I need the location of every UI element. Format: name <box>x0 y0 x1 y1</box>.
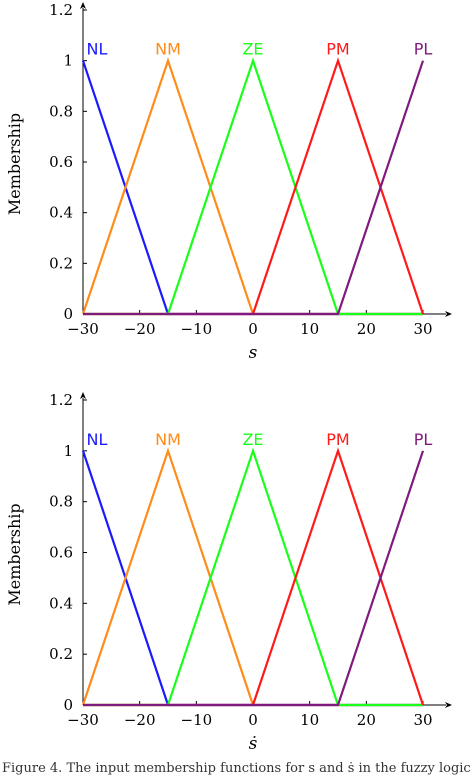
y-tick-label: 0.6 <box>49 153 73 171</box>
x-tick-label: −20 <box>124 711 156 729</box>
series-label-ze: ZE <box>242 40 263 59</box>
y-axis-label: Membership <box>5 113 24 215</box>
y-tick-label: 0.8 <box>49 493 73 511</box>
y-axis-arrow <box>80 2 86 9</box>
series-line-pl <box>83 60 425 316</box>
x-tick-label: −10 <box>181 711 213 729</box>
y-tick-label: 1 <box>63 442 73 460</box>
y-axis-label: Membership <box>5 503 24 605</box>
series-line-pm <box>83 57 425 316</box>
y-tick-label: 1.2 <box>49 391 73 409</box>
x-axis-arrow <box>445 702 452 708</box>
series-label-pm: PM <box>326 40 349 59</box>
y-tick-label: 0.2 <box>49 254 73 272</box>
x-tick-label: 20 <box>357 320 376 338</box>
chart-s-membership: −30 −20 −10 0 10 20 30 0 0.2 0.4 0.6 0.8 1 1.2 s Member… <box>5 1 452 363</box>
series-label-nm: NM <box>155 430 181 449</box>
series-label-nl: NL <box>87 40 108 59</box>
series-label-pl: PL <box>414 430 433 449</box>
series-label-nl: NL <box>87 430 108 449</box>
y-tick-label: 0.8 <box>49 102 73 120</box>
x-axis-label: s <box>249 343 258 363</box>
x-tick-label: 30 <box>413 711 432 729</box>
series-line-ze <box>83 57 423 316</box>
series-line-nl <box>81 60 423 316</box>
y-tick-label: 0.2 <box>49 645 73 663</box>
x-tick-label: 0 <box>248 320 258 338</box>
chart-sdot-membership: −30 −20 −10 0 10 20 30 0 0.2 0.4 0.6 0.8 1 1.2 ṡ Member… <box>5 391 452 754</box>
y-tick-label: 0.6 <box>49 544 73 562</box>
series-line-nl <box>81 450 423 707</box>
x-tick-label: −10 <box>181 320 213 338</box>
series-label-ze: ZE <box>242 430 263 449</box>
y-tick-label: 1 <box>63 52 73 70</box>
y-tick-label: 0 <box>63 305 73 323</box>
y-tick-label: 0 <box>63 696 73 714</box>
x-tick-label: 10 <box>300 320 319 338</box>
series-line-nm <box>81 447 423 707</box>
x-tick-label: −30 <box>67 711 99 729</box>
y-axis-arrow <box>80 392 86 399</box>
y-tick-label: 0.4 <box>49 204 73 222</box>
x-axis-label: ṡ <box>249 734 258 754</box>
series-line-pm <box>83 447 425 707</box>
x-tick-label: 0 <box>248 711 258 729</box>
x-tick-label: 10 <box>300 711 319 729</box>
series-label-nm: NM <box>155 40 181 59</box>
series-label-pm: PM <box>326 430 349 449</box>
series-line-ze <box>83 447 423 707</box>
figure-caption: Figure 4. The input membership functions… <box>2 761 471 776</box>
y-tick-label: 1.2 <box>49 1 73 19</box>
x-tick-label: 30 <box>413 320 432 338</box>
series-line-nm <box>81 57 423 316</box>
x-axis-arrow <box>445 311 452 317</box>
y-tick-label: 0.4 <box>49 594 73 612</box>
x-tick-label: 20 <box>357 711 376 729</box>
series-line-pl <box>83 450 425 707</box>
x-tick-label: −20 <box>124 320 156 338</box>
x-tick-label: −30 <box>67 320 99 338</box>
series-label-pl: PL <box>414 40 433 59</box>
